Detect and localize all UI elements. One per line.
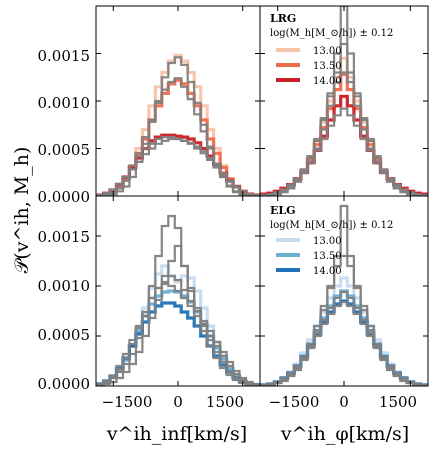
xtick-right-2: 1500 [379, 393, 417, 411]
mock-series-elg-inf-1 [96, 244, 259, 386]
mock-series-elg-phi-0 [261, 204, 427, 386]
mock-series-elg-phi-2 [260, 290, 428, 386]
xtick-right-1: 0 [339, 393, 349, 411]
panel-elg-inf [95, 195, 261, 387]
legend-elg-subtitle: log(M_h[M_⊙/h]) ± 0.12 [270, 220, 393, 231]
legend-elg-label-1: 13.50 [313, 251, 342, 262]
legend-lrg-label-0: 13.00 [313, 46, 342, 57]
x-axis-label-right: v^ih_φ[km/s] [280, 423, 409, 445]
legend-lrg-label-2: 14.00 [313, 76, 342, 87]
series-lrg-phi-13.50 [260, 72, 428, 196]
mock-series-lrg-phi-2 [260, 107, 428, 196]
mock-series-elg-inf-0 [96, 214, 259, 386]
xtick-left-2: 1500 [206, 393, 244, 411]
legend-lrg-label-1: 13.50 [313, 61, 342, 72]
panel-frame-lrg-inf [95, 5, 261, 197]
mock-series-lrg-inf-3 [96, 137, 260, 196]
ytick-top-3: 0.0015 [38, 47, 91, 65]
y-axis-label: 𝒫(v^ih, M_h) [11, 147, 33, 274]
legend-elg-label-0: 13.00 [313, 236, 342, 247]
ytick-top-1: 0.0005 [38, 141, 91, 159]
legend-elg-label-2: 14.00 [313, 266, 342, 277]
mock-series-lrg-phi-1 [261, 71, 427, 196]
x-axis-label-left: v^ih_inf[km/s] [106, 423, 247, 445]
y-ticks-top: 0.0000 0.0005 0.0010 0.0015 [38, 47, 91, 206]
panel-plot-area [96, 214, 260, 386]
ytick-bottom-0: 0.0000 [38, 375, 91, 393]
x-ticks-right: −1500 0 1500 [269, 393, 417, 411]
panel-plot-area [260, 6, 428, 196]
panel-lrg-inf [95, 5, 261, 197]
series-lrg-phi-14.00 [260, 94, 428, 196]
legend-elg-title: ELG [270, 204, 296, 217]
ytick-bottom-1: 0.0005 [38, 326, 91, 344]
xtick-left-1: 0 [173, 393, 183, 411]
series-elg-phi-13.50 [260, 289, 428, 386]
legend-lrg-title: LRG [270, 12, 296, 25]
panel-lrg-phi [259, 5, 429, 197]
mock-series-elg-phi-3 [260, 300, 428, 386]
mock-series-lrg-phi-3 [261, 42, 427, 196]
ytick-top-0: 0.0000 [38, 188, 91, 206]
xtick-left-0: −1500 [102, 393, 153, 411]
legend-lrg: LRG log(M_h[M_⊙/h]) ± 0.12 13.00 13.50 1… [270, 12, 393, 87]
series-elg-phi-13.00 [260, 276, 428, 386]
mock-series-elg-phi-1 [261, 254, 427, 386]
mock-series-lrg-inf-1 [97, 56, 259, 196]
mock-series-elg-inf-3 [96, 282, 260, 386]
x-ticks-left: −1500 0 1500 [102, 393, 244, 411]
series-elg-phi-14.00 [260, 299, 428, 386]
ytick-bottom-2: 0.0010 [38, 277, 91, 295]
xtick-right-0: −1500 [269, 393, 320, 411]
legend-elg: ELG log(M_h[M_⊙/h]) ± 0.12 13.00 13.50 1… [270, 204, 393, 277]
y-ticks-bottom: 0.0000 0.0005 0.0010 0.0015 [38, 228, 91, 393]
panel-plot-area [260, 204, 428, 386]
legend-lrg-subtitle: log(M_h[M_⊙/h]) ± 0.12 [270, 28, 393, 39]
mock-series-lrg-phi-0 [261, 6, 427, 196]
ytick-top-2: 0.0010 [38, 94, 91, 112]
series-lrg-inf-13.00 [96, 53, 260, 196]
panel-elg-phi [259, 195, 429, 387]
ytick-bottom-3: 0.0015 [38, 228, 91, 246]
panel-plot-area [96, 53, 260, 196]
